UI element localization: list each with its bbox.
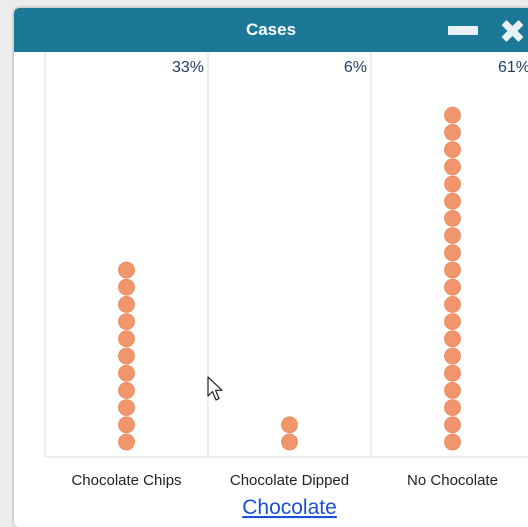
data-dot	[118, 381, 135, 399]
percent-label: 6%	[344, 59, 367, 76]
category-label: No Chocolate	[407, 472, 498, 489]
cases-window: Cases 33% Chocolate Chips 6% Chocolate Dipp…	[14, 8, 528, 527]
data-dot	[118, 278, 135, 296]
data-dot	[444, 347, 461, 365]
data-dot	[444, 227, 461, 245]
data-dot	[281, 433, 298, 451]
minimize-icon[interactable]	[448, 26, 478, 35]
data-dot	[444, 175, 461, 193]
data-dot	[444, 106, 461, 124]
title-bar[interactable]: Cases	[14, 8, 528, 52]
data-dot	[444, 141, 461, 158]
dot-plot: 33% Chocolate Chips 6% Chocolate Dipped 61% N…	[14, 52, 528, 527]
data-dot	[118, 364, 135, 382]
data-dot	[444, 295, 461, 313]
data-dot	[444, 209, 461, 227]
data-dot	[444, 261, 461, 279]
dot-plot-svg: 33% Chocolate Chips 6% Chocolate Dipped 61% N…	[44, 52, 528, 519]
data-dot	[444, 192, 461, 210]
data-dot	[281, 416, 298, 434]
mouse-pointer-icon	[207, 376, 223, 401]
category-label: Chocolate Chips	[71, 472, 181, 489]
data-dot	[444, 399, 461, 417]
close-icon[interactable]	[498, 16, 528, 46]
data-dot	[444, 124, 461, 141]
axis-title: Chocolate	[242, 496, 337, 519]
data-dot	[444, 244, 461, 262]
data-dot	[444, 364, 461, 382]
data-dot	[118, 261, 135, 279]
data-dot	[118, 330, 135, 348]
data-dot	[118, 313, 135, 331]
data-dot	[444, 381, 461, 399]
data-dot	[118, 295, 135, 313]
data-dot	[444, 416, 461, 434]
data-dot	[118, 347, 135, 365]
category-label: Chocolate Dipped	[230, 472, 349, 489]
data-dot	[118, 416, 135, 434]
data-dot	[444, 330, 461, 348]
data-dot	[444, 158, 461, 176]
data-dot	[118, 433, 135, 451]
percent-label: 61%	[498, 59, 528, 76]
data-dot	[444, 278, 461, 296]
data-dot	[444, 433, 461, 451]
data-dot	[444, 313, 461, 331]
data-dot	[118, 399, 135, 417]
window-title: Cases	[245, 20, 297, 39]
percent-label: 33%	[172, 59, 204, 76]
